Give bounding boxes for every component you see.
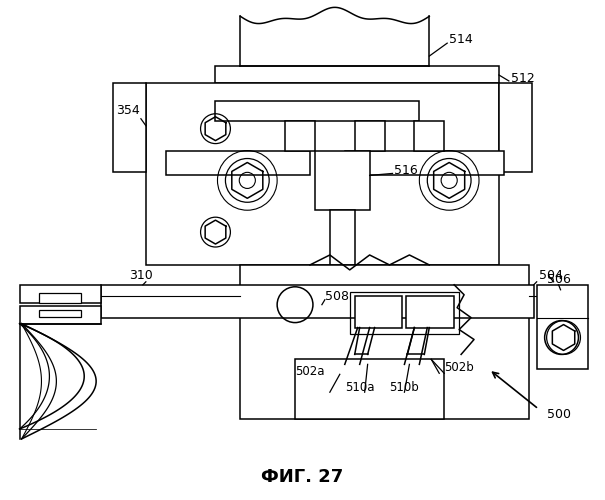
Bar (166, 150, 310, 176)
Text: 506: 506 (547, 274, 571, 286)
Bar (355, 296, 402, 328)
Bar (537, 285, 589, 370)
Bar (499, 83, 532, 172)
Bar (295, 360, 444, 419)
Bar (113, 83, 146, 172)
Text: 510b: 510b (390, 380, 419, 394)
Text: 500: 500 (547, 408, 571, 420)
Text: 512: 512 (511, 72, 535, 86)
Text: 504: 504 (538, 270, 563, 282)
Text: 514: 514 (449, 32, 473, 46)
Text: 354: 354 (116, 104, 140, 118)
Bar (407, 296, 454, 328)
Text: 310: 310 (129, 270, 152, 282)
Bar (101, 285, 534, 318)
Bar (146, 83, 499, 265)
Bar (19, 285, 101, 302)
Text: 508: 508 (325, 290, 349, 303)
Bar (240, 265, 529, 419)
Bar (414, 120, 444, 150)
Text: 510a: 510a (345, 380, 374, 394)
Bar (39, 293, 81, 302)
Text: ФИГ. 27: ФИГ. 27 (261, 468, 343, 485)
Bar (39, 310, 81, 316)
Bar (215, 66, 499, 83)
Bar (350, 292, 459, 334)
Bar (345, 150, 504, 176)
Text: 516: 516 (394, 164, 418, 177)
Bar (315, 150, 370, 210)
Bar (330, 210, 355, 265)
Text: 502a: 502a (295, 365, 324, 378)
Bar (19, 306, 101, 324)
Bar (285, 120, 315, 150)
Bar (355, 120, 385, 150)
Text: 502b: 502b (444, 361, 474, 374)
Bar (215, 101, 419, 120)
